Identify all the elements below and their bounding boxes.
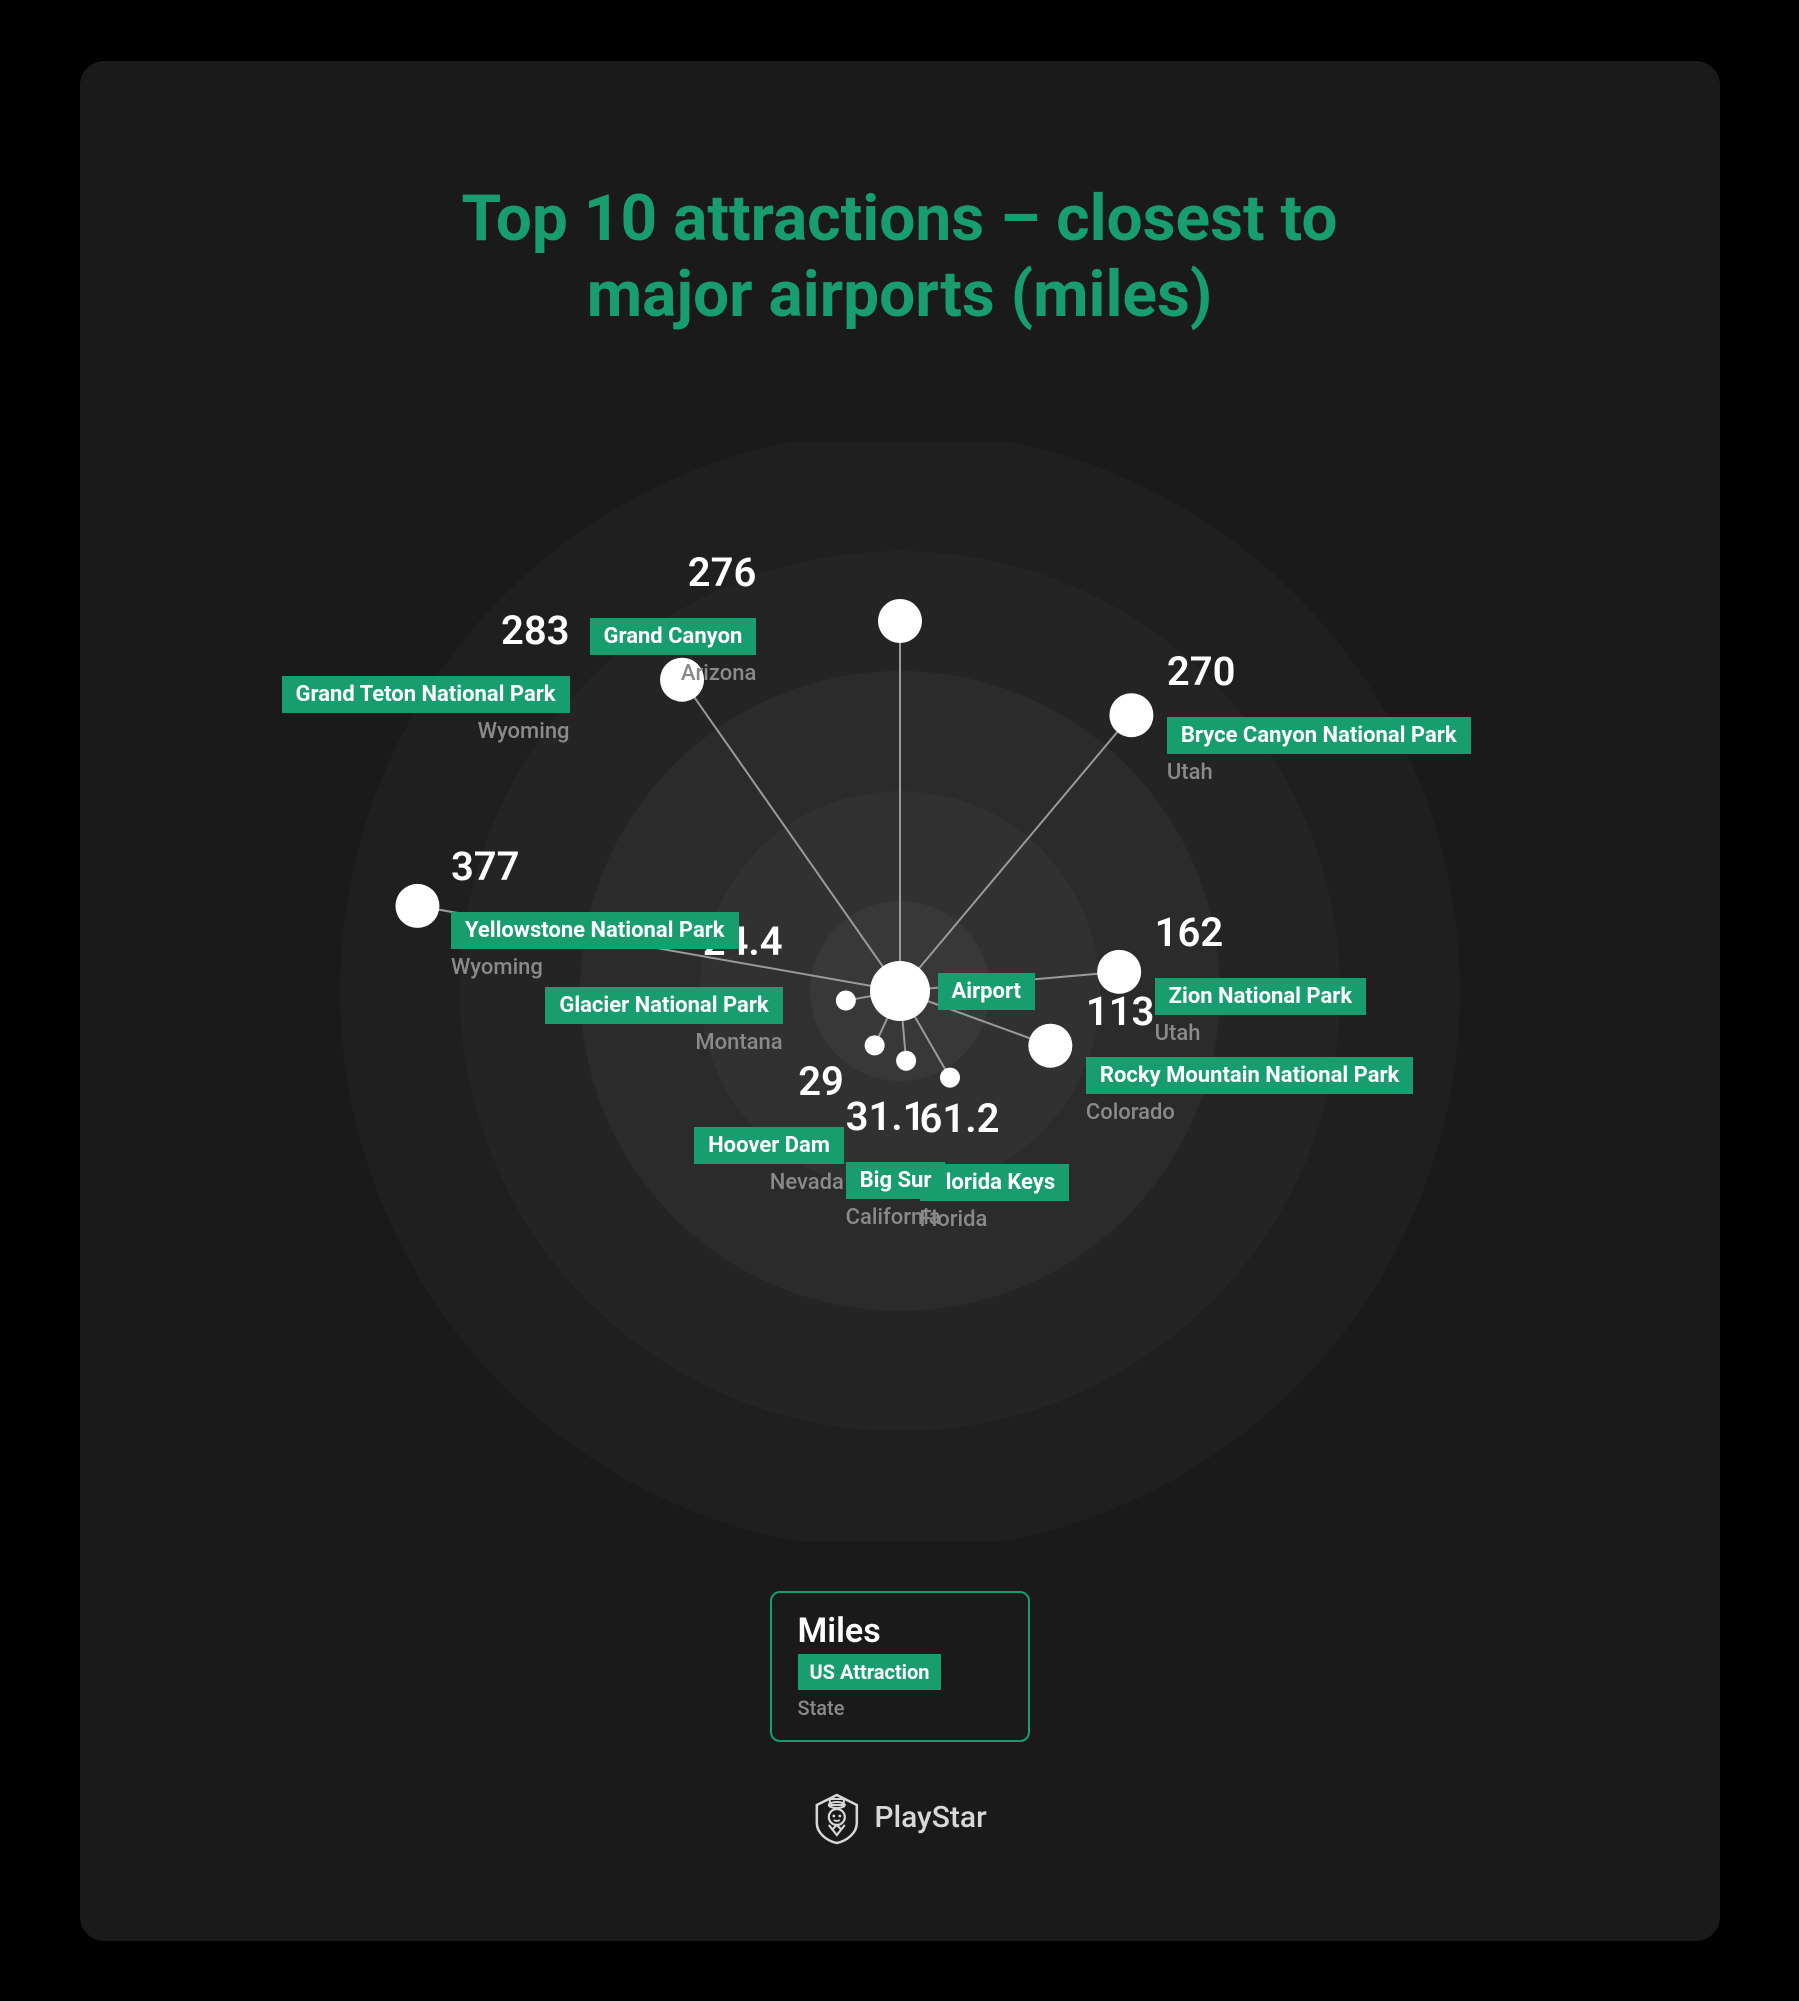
node-state: Arizona bbox=[590, 661, 757, 686]
attraction-node: 377 Yellowstone National Park Wyoming bbox=[451, 845, 739, 980]
chart-svg bbox=[80, 441, 1720, 1541]
attraction-node: 276 Grand Canyon Arizona bbox=[590, 551, 757, 686]
node-tag: Bryce Canyon National Park bbox=[1167, 717, 1471, 754]
attraction-node: 29 Hoover Dam Nevada bbox=[694, 1060, 844, 1195]
brand-name: PlayStar bbox=[874, 1800, 986, 1835]
legend-tag: US Attraction bbox=[798, 1654, 942, 1690]
node-tag: Glacier National Park bbox=[545, 987, 782, 1024]
airport-tag: Airport bbox=[938, 973, 1036, 1010]
node-value: 31.1 bbox=[846, 1095, 946, 1139]
node-value: 377 bbox=[451, 845, 739, 889]
node-state: Utah bbox=[1167, 760, 1471, 785]
node-tag: Grand Teton National Park bbox=[282, 676, 570, 713]
title-line-1: Top 10 attractions – closest to bbox=[461, 181, 1337, 256]
node-value: 162 bbox=[1155, 911, 1366, 955]
node-value: 113 bbox=[1086, 990, 1413, 1034]
node-state: Wyoming bbox=[451, 955, 739, 980]
node-tag: Rocky Mountain National Park bbox=[1086, 1057, 1413, 1094]
node-state: California bbox=[846, 1205, 946, 1230]
legend-state: State bbox=[798, 1696, 1002, 1720]
node-state: Montana bbox=[545, 1030, 782, 1055]
brand-logo: PlayStar bbox=[812, 1791, 986, 1845]
node-tag: Grand Canyon bbox=[590, 618, 757, 655]
attraction-node: 31.1 Big Sur California bbox=[846, 1095, 946, 1230]
node-tag: Big Sur bbox=[846, 1162, 946, 1199]
node-state: Nevada bbox=[694, 1170, 844, 1195]
radial-chart: 276 Grand Canyon Arizona 270 Bryce Canyon Na… bbox=[80, 441, 1720, 1541]
node-tag: Hoover Dam bbox=[694, 1127, 844, 1164]
node-value: 276 bbox=[590, 551, 757, 595]
attraction-node: 270 Bryce Canyon National Park Utah bbox=[1167, 650, 1471, 785]
attraction-node: 283 Grand Teton National Park Wyoming bbox=[282, 609, 570, 744]
infographic-card: Top 10 attractions – closest to major ai… bbox=[80, 61, 1720, 1941]
legend-value: Miles bbox=[798, 1613, 1002, 1650]
playstar-icon bbox=[812, 1791, 860, 1845]
page-title: Top 10 attractions – closest to major ai… bbox=[80, 181, 1720, 335]
node-state: Wyoming bbox=[282, 719, 570, 744]
node-value: 270 bbox=[1167, 650, 1471, 694]
title-line-2: major airports (miles) bbox=[587, 257, 1213, 332]
node-value: 283 bbox=[282, 609, 570, 653]
legend-box: Miles US Attraction State bbox=[770, 1591, 1030, 1742]
node-value: 29 bbox=[694, 1060, 844, 1104]
attraction-node: 113 Rocky Mountain National Park Colorado bbox=[1086, 990, 1413, 1125]
node-state: Colorado bbox=[1086, 1100, 1413, 1125]
node-tag: Yellowstone National Park bbox=[451, 912, 739, 949]
center-label: Airport bbox=[938, 973, 1036, 1010]
